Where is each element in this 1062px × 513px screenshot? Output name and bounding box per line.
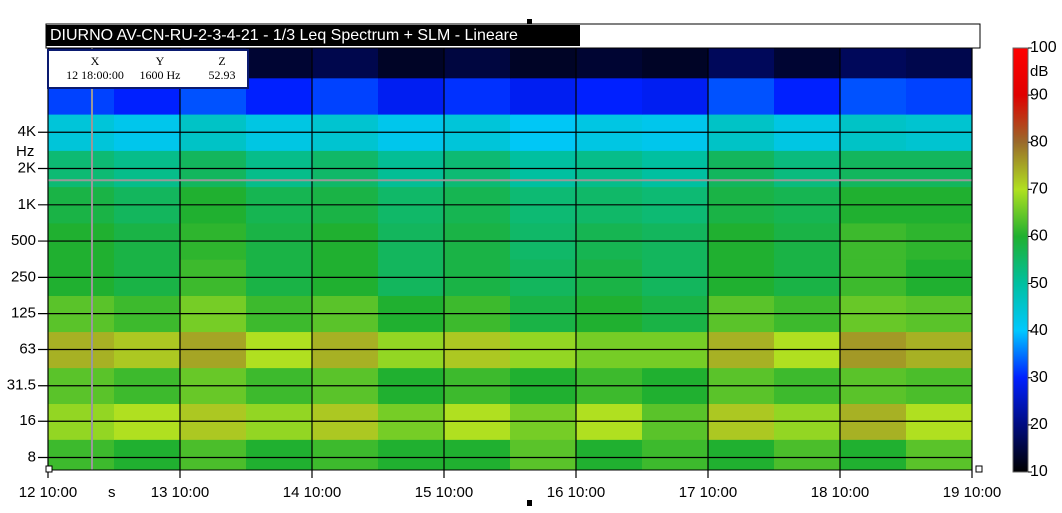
handle	[527, 500, 532, 506]
cursor-header: Z	[218, 54, 225, 68]
heatmap-cell	[840, 77, 907, 115]
colorbar-unit: dB	[1030, 63, 1048, 80]
cursor-header: Y	[156, 54, 165, 68]
heatmap-cell	[378, 48, 445, 79]
y-tick-label: 63	[19, 340, 36, 357]
cursor-z: 52.93	[209, 68, 236, 82]
y-tick-label: 2K	[18, 159, 36, 176]
heatmap-cell	[378, 77, 445, 115]
heatmap-cell	[510, 48, 577, 79]
heatmap-cell	[708, 48, 775, 79]
heatmap-cell	[246, 48, 313, 79]
colorbar-tick-label: 50	[1030, 275, 1048, 292]
colorbar-tick-label: 100	[1030, 39, 1057, 56]
heatmap-cell	[774, 439, 841, 470]
title-background	[46, 25, 580, 46]
heatmap-cell	[906, 48, 972, 79]
heatmap-cell	[312, 77, 379, 115]
cursor-header: X	[91, 54, 100, 68]
colorbar	[1012, 47, 1029, 473]
cursor-box: X Y Z 12 18:00:00 1600 Hz 52.93	[47, 49, 249, 89]
heatmap-cell	[510, 77, 577, 115]
grid	[38, 48, 973, 478]
heatmap-cell	[642, 48, 709, 79]
heatmap	[48, 48, 972, 470]
y-tick-label: 1K	[18, 196, 36, 213]
colorbar-tick-label: 70	[1030, 181, 1048, 198]
heatmap-cell	[378, 439, 445, 470]
colorbar-tick-label: 20	[1030, 416, 1048, 433]
heatmap-cell	[642, 439, 709, 470]
heatmap-cell	[774, 77, 841, 115]
y-unit: Hz	[16, 143, 34, 160]
colorbar-tick-label: 90	[1030, 86, 1048, 103]
heatmap-cell	[708, 77, 775, 115]
colorbar-tick-label: 30	[1030, 369, 1048, 386]
cursor-box-frame	[47, 49, 249, 89]
heatmap-cell	[444, 77, 511, 115]
y-tick-label: 8	[28, 448, 36, 465]
handle	[527, 19, 532, 24]
x-tick-label: 16 10:00	[547, 484, 605, 501]
heatmap-cell	[246, 77, 313, 115]
heatmap-cell	[246, 439, 313, 470]
heatmap-cell	[906, 77, 972, 115]
y-tick-label: 4K	[18, 123, 36, 140]
heatmap-cell	[312, 439, 379, 470]
heatmap-cell	[708, 439, 775, 470]
heatmap-cell	[312, 48, 379, 79]
heatmap-cell	[114, 439, 181, 470]
heatmap-cell	[774, 48, 841, 79]
x-tick-label: 14 10:00	[283, 484, 341, 501]
plot-frame	[47, 47, 973, 471]
cursor-x: 12 18:00:00	[66, 68, 124, 82]
y-tick-label: 125	[11, 305, 36, 322]
x-tick-label: 15 10:00	[415, 484, 473, 501]
x-tick-label: 17 10:00	[679, 484, 737, 501]
handle	[975, 465, 983, 473]
y-tick-label: 31.5	[7, 377, 36, 394]
chart-title: DIURNO AV-CN-RU-2-3-4-21 - 1/3 Leq Spect…	[50, 27, 518, 44]
y-tick-label: 16	[19, 412, 36, 429]
colorbar-tick-label: 10	[1030, 463, 1048, 480]
heatmap-cell	[576, 48, 643, 79]
heatmap-cell	[642, 77, 709, 115]
heatmap-cell	[840, 439, 907, 470]
colorbar-tick-label: 80	[1030, 133, 1048, 150]
heatmap-cell	[840, 48, 907, 79]
heatmap-cell	[180, 439, 247, 470]
y-tick-label: 500	[11, 232, 36, 249]
x-tick-label: 13 10:00	[151, 484, 209, 501]
y-tick-label: 250	[11, 268, 36, 285]
x-tick-label: 19 10:00	[943, 484, 1001, 501]
heatmap-cell	[48, 439, 115, 470]
heatmap-cell	[576, 439, 643, 470]
heatmap-cell	[510, 439, 577, 470]
heatmap-cell	[576, 77, 643, 115]
colorbar-tick-label: 60	[1030, 228, 1048, 245]
heatmap-cell	[444, 48, 511, 79]
heatmap-cell	[906, 439, 972, 470]
handle	[45, 465, 53, 473]
colorbar-tick-label: 40	[1030, 322, 1048, 339]
x-tick-label: 18 10:00	[811, 484, 869, 501]
cursor-y: 1600 Hz	[140, 68, 181, 82]
heatmap-cell	[444, 439, 511, 470]
x-tick-label: 12 10:00	[19, 484, 77, 501]
x-unit: s	[108, 484, 116, 501]
